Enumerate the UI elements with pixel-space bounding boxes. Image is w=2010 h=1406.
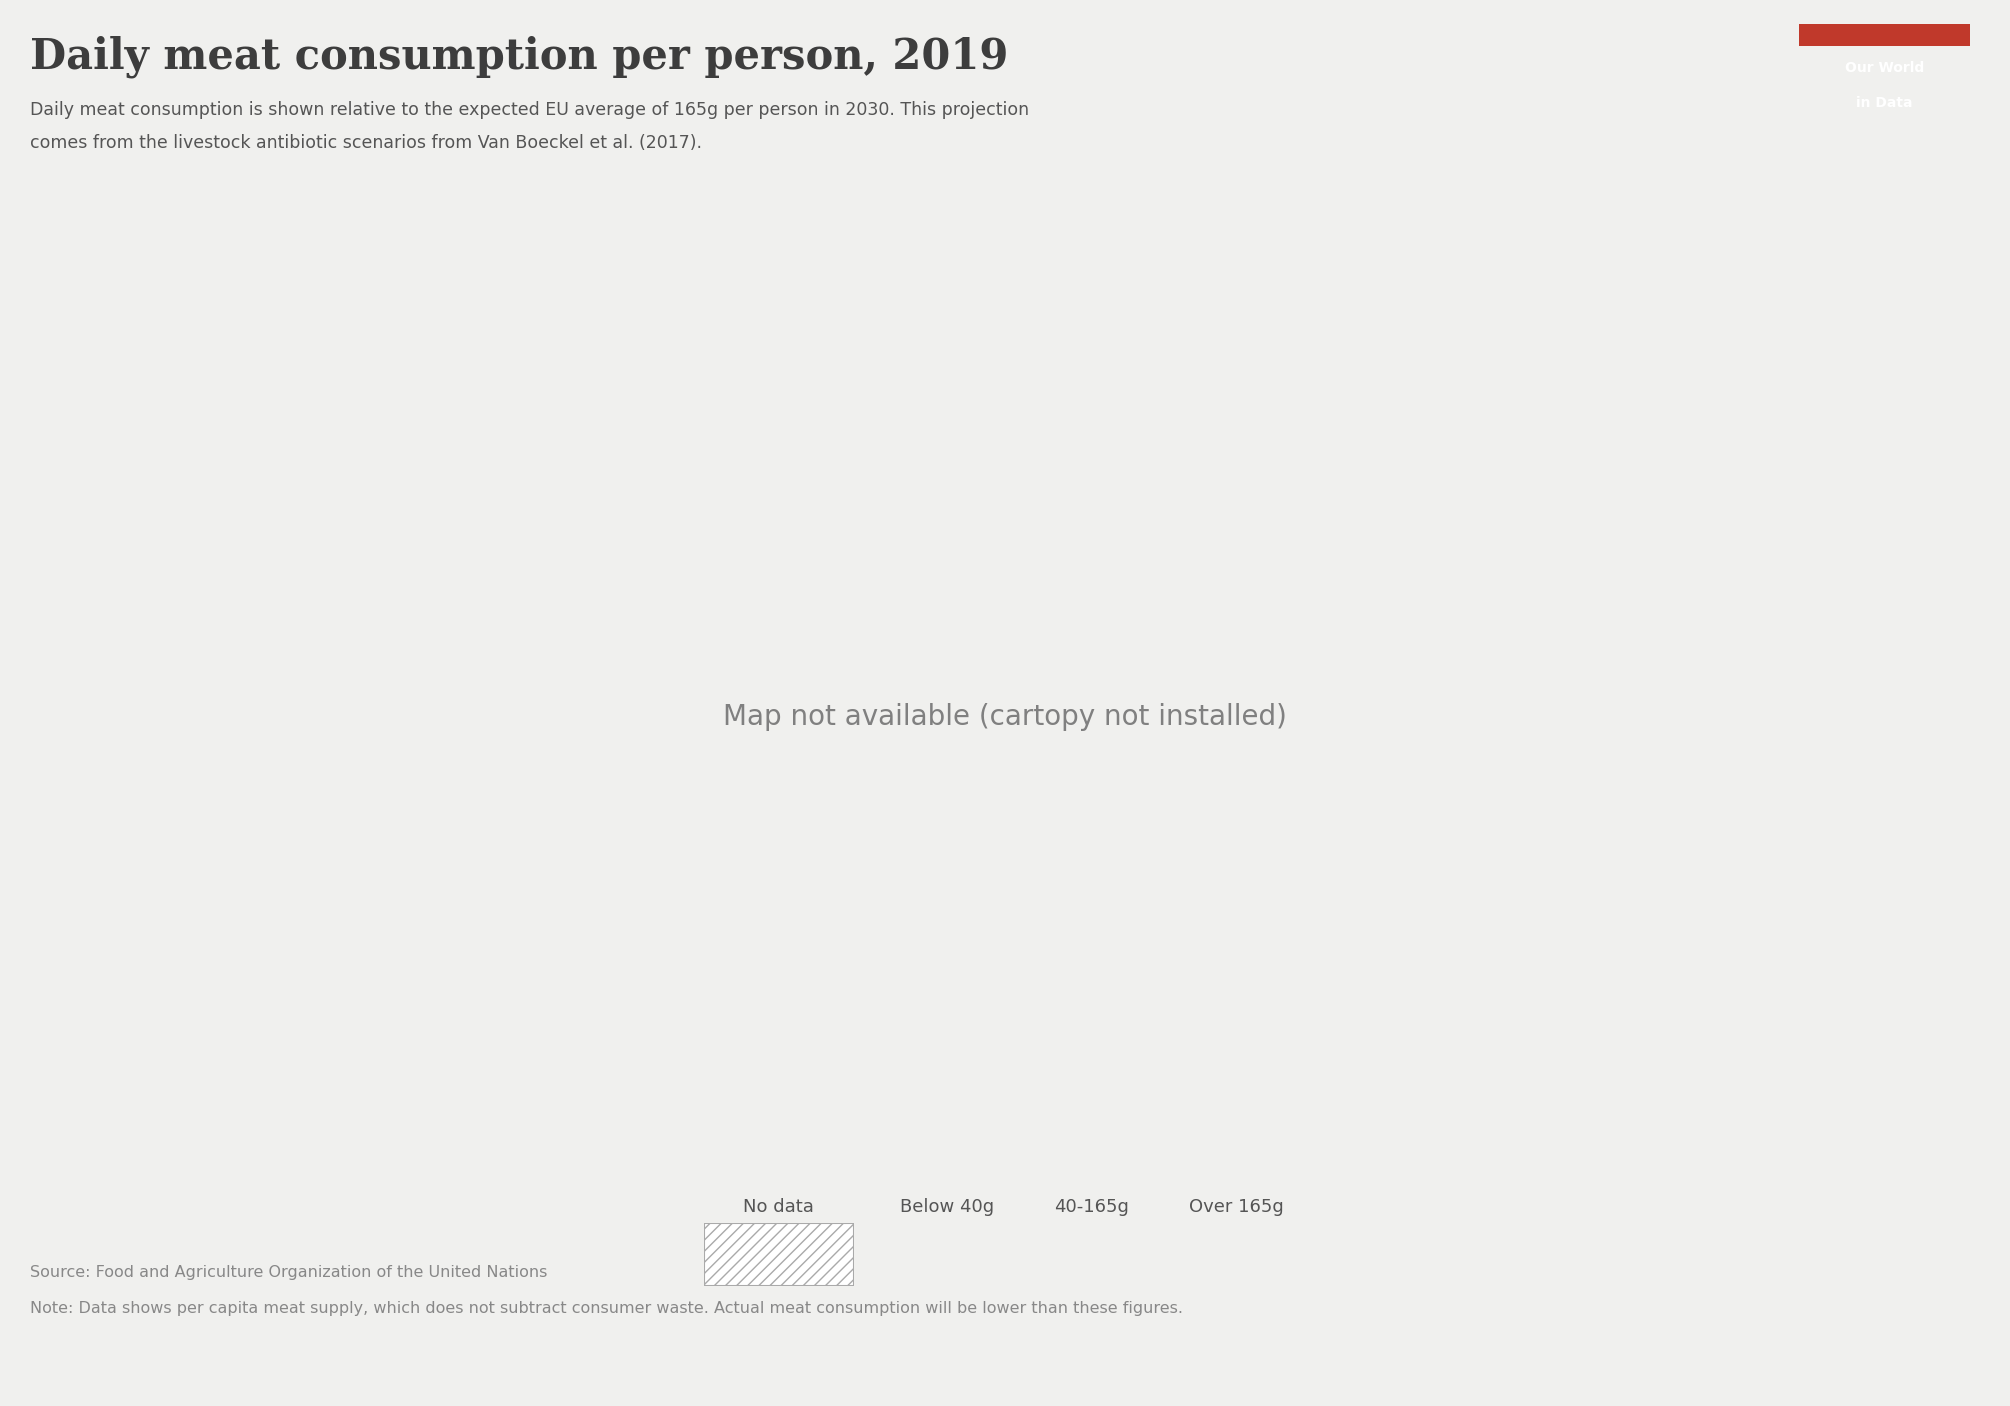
Bar bbox=[1799, 24, 1970, 46]
Text: Daily meat consumption is shown relative to the expected EU average of 165g per : Daily meat consumption is shown relative… bbox=[30, 101, 1029, 120]
Text: Over 165g: Over 165g bbox=[1188, 1198, 1284, 1216]
Text: Source: Food and Agriculture Organization of the United Nations: Source: Food and Agriculture Organizatio… bbox=[30, 1265, 547, 1281]
Text: Below 40g: Below 40g bbox=[900, 1198, 993, 1216]
Text: Note: Data shows per capita meat supply, which does not subtract consumer waste.: Note: Data shows per capita meat supply,… bbox=[30, 1301, 1184, 1316]
Text: No data: No data bbox=[744, 1198, 814, 1216]
Text: Map not available (cartopy not installed): Map not available (cartopy not installed… bbox=[724, 703, 1286, 731]
Text: comes from the livestock antibiotic scenarios from Van Boeckel et al. (2017).: comes from the livestock antibiotic scen… bbox=[30, 134, 701, 152]
Text: Daily meat consumption per person, 2019: Daily meat consumption per person, 2019 bbox=[30, 35, 1009, 77]
Text: in Data: in Data bbox=[1855, 96, 1914, 110]
Text: Our World: Our World bbox=[1845, 60, 1924, 75]
Text: 40-165g: 40-165g bbox=[1053, 1198, 1130, 1216]
